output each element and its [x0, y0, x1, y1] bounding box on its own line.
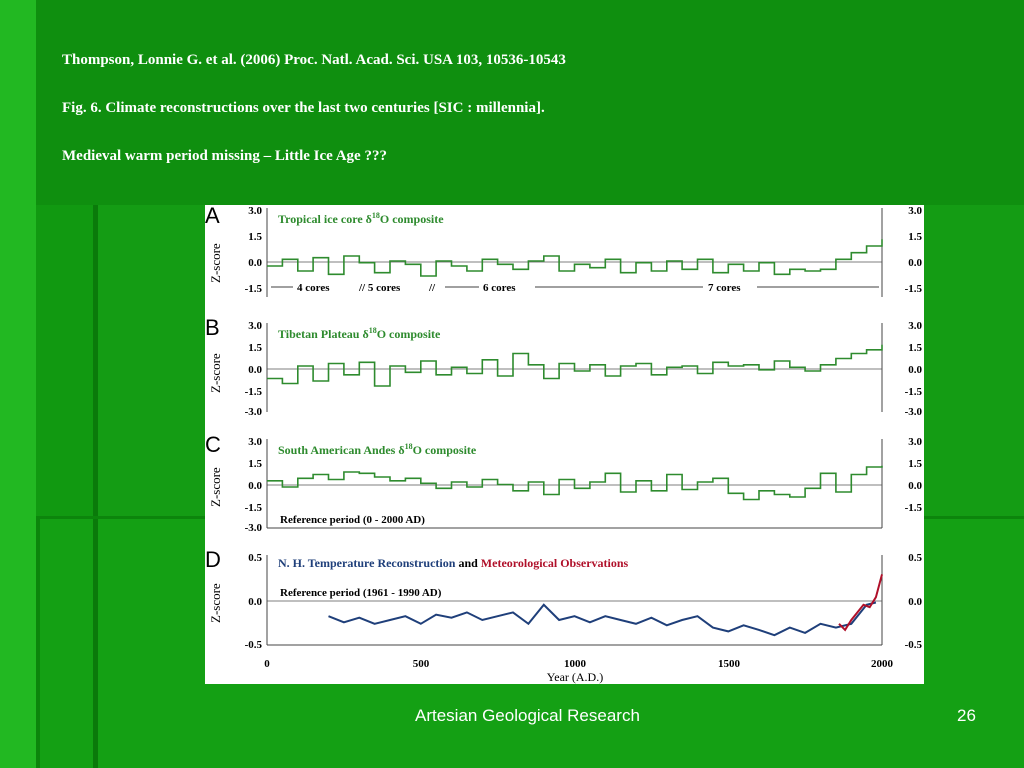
y-tick-c-2: 1.5 [248, 458, 262, 470]
y-tick-a-r3: 0.0 [908, 257, 922, 269]
z-score-label-b: Z-score [208, 353, 223, 393]
y-tick-c-r4: -1.5 [905, 502, 923, 514]
z-score-label-d: Z-score [208, 583, 223, 623]
z-score-label-a: Z-score [208, 243, 223, 283]
y-tick-b-r3: 0.0 [908, 364, 922, 376]
series-line-d-2 [838, 574, 883, 632]
y-tick-b-r4: -1.5 [905, 386, 923, 398]
segment-label-sep: // [428, 282, 436, 294]
frame-a [266, 208, 883, 297]
slide-number: 26 [957, 706, 976, 725]
y-tick-b-r5: -3.0 [905, 406, 923, 418]
y-tick-d-1: 0.5 [248, 552, 262, 564]
panel-letter-d: D [205, 547, 221, 572]
y-tick-d-r3: -0.5 [905, 639, 923, 651]
reference-period-c: Reference period (0 - 2000 AD) [280, 514, 425, 526]
remark-text: Medieval warm period missing – Little Ic… [62, 148, 387, 164]
y-tick-c-r2: 1.5 [908, 458, 922, 470]
y-tick-d-3: -0.5 [245, 639, 263, 651]
y-tick-b-5: -3.0 [245, 406, 263, 418]
panel-letter-b: B [205, 315, 220, 340]
y-tick-a-4: -1.5 [245, 283, 263, 295]
panel-title-c: South American Andes δ18O composite [278, 442, 477, 457]
segment-label-6-cores: 6 cores [483, 282, 516, 294]
x-tick-1000: 1000 [564, 658, 587, 670]
y-tick-a-r1: 3.0 [908, 205, 922, 217]
footer-organization: Artesian Geological Research [415, 706, 640, 725]
background-vertical-line-2 [36, 518, 40, 768]
x-tick-1500: 1500 [718, 658, 741, 670]
climate-figure: A B C D Z-score Z-score Z-score Z-score … [205, 205, 924, 684]
y-tick-a-r2: 1.5 [908, 231, 922, 243]
y-tick-c-r1: 3.0 [908, 436, 922, 448]
segment-label-4-cores: 4 cores [297, 282, 330, 294]
x-tick-500: 500 [413, 658, 430, 670]
series-line-d-1 [328, 601, 877, 637]
series-line-c [267, 465, 883, 501]
reference-period-d: Reference period (1961 - 1990 AD) [280, 587, 442, 599]
y-tick-c-r3: 0.0 [908, 480, 922, 492]
x-tick-0: 0 [264, 658, 270, 670]
y-tick-c-5: -3.0 [245, 522, 263, 534]
panel-title-d: N. H. Temperature Reconstruction and Met… [278, 556, 629, 570]
background-vertical-line [93, 205, 98, 768]
y-tick-a-2: 1.5 [248, 231, 262, 243]
y-tick-b-4: -1.5 [245, 386, 263, 398]
x-tick-2000: 2000 [871, 658, 894, 670]
figure-caption: Fig. 6. Climate reconstructions over the… [62, 100, 545, 116]
series-line-a [267, 239, 883, 277]
y-tick-b-3: 0.0 [248, 364, 262, 376]
y-tick-d-r1: 0.5 [908, 552, 922, 564]
y-tick-b-2: 1.5 [248, 342, 262, 354]
y-tick-b-r1: 3.0 [908, 320, 922, 332]
y-tick-d-r2: 0.0 [908, 596, 922, 608]
panel-title-b: Tibetan Plateau δ18O composite [278, 326, 441, 341]
panel-letter-c: C [205, 432, 221, 457]
frame-c [266, 439, 883, 529]
background-left-strip [0, 0, 36, 768]
citation-text: Thompson, Lonnie G. et al. (2006) Proc. … [62, 52, 566, 68]
segment-label-7-cores: 7 cores [708, 282, 741, 294]
z-score-label-c: Z-score [208, 467, 223, 507]
y-tick-c-3: 0.0 [248, 480, 262, 492]
y-tick-c-1: 3.0 [248, 436, 262, 448]
y-tick-a-r4: -1.5 [905, 283, 923, 295]
y-tick-d-2: 0.0 [248, 596, 262, 608]
figure-svg: A B C D Z-score Z-score Z-score Z-score … [205, 205, 923, 684]
background-top-band [0, 0, 1024, 205]
series-layer [267, 239, 883, 637]
panel-title-a: Tropical ice core δ18O composite [278, 211, 444, 226]
frame-b [266, 323, 883, 412]
y-tick-a-1: 3.0 [248, 205, 262, 217]
y-tick-b-r2: 1.5 [908, 342, 922, 354]
frame-d [266, 555, 883, 646]
y-tick-a-3: 0.0 [248, 257, 262, 269]
y-tick-c-4: -1.5 [245, 502, 263, 514]
series-line-b [267, 344, 883, 387]
panel-letter-a: A [205, 205, 220, 228]
y-tick-b-1: 3.0 [248, 320, 262, 332]
x-axis-title: Year (A.D.) [547, 670, 603, 684]
segment-label-5-cores: // 5 cores [358, 282, 401, 294]
